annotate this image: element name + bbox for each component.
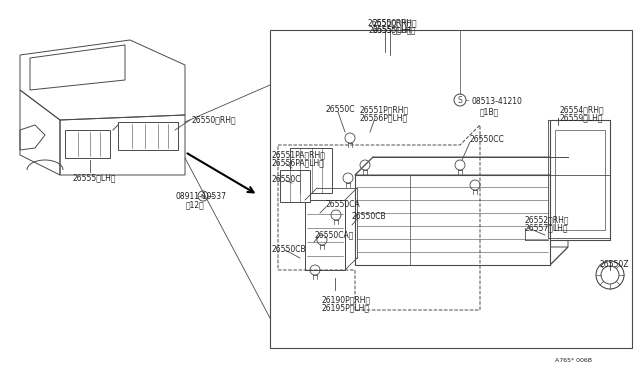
Text: （1B）: （1B） (480, 107, 499, 116)
Text: 26550CB: 26550CB (272, 245, 307, 254)
Text: A765* 006B: A765* 006B (555, 358, 592, 363)
Text: 26550C: 26550C (272, 175, 301, 184)
FancyBboxPatch shape (118, 122, 178, 150)
Text: 26559〈LH〉: 26559〈LH〉 (560, 113, 604, 122)
Text: N: N (201, 193, 205, 199)
Text: 26551P〈RH〉: 26551P〈RH〉 (360, 105, 409, 114)
Bar (550, 120, 610, 240)
Text: 26555〈LH〉: 26555〈LH〉 (368, 25, 412, 34)
Text: 26550C: 26550C (326, 105, 355, 114)
Text: 26554〈RH〉: 26554〈RH〉 (560, 105, 605, 114)
Text: 26551PA〈RH〉: 26551PA〈RH〉 (272, 150, 326, 159)
Text: （12）: （12） (186, 200, 205, 209)
Bar (355, 175, 550, 265)
Text: 26550〈RH〉: 26550〈RH〉 (192, 115, 237, 124)
Bar (305, 200, 345, 270)
Text: 26550CA～: 26550CA～ (315, 230, 355, 239)
Text: 26552〈RH〉: 26552〈RH〉 (525, 215, 570, 224)
Text: 26550Z: 26550Z (600, 260, 630, 269)
FancyBboxPatch shape (280, 170, 310, 202)
Text: 26555〈LH〉: 26555〈LH〉 (373, 25, 417, 34)
Text: 26556P〈LH〉: 26556P〈LH〉 (360, 113, 408, 122)
Text: 26195P〈LH〉: 26195P〈LH〉 (322, 303, 370, 312)
Text: 26550〈RH〉: 26550〈RH〉 (373, 18, 418, 27)
Text: 26550〈RH〉: 26550〈RH〉 (368, 18, 412, 27)
Text: S: S (458, 96, 462, 105)
Text: 26557〈LH〉: 26557〈LH〉 (525, 223, 568, 232)
Text: 08911-10537: 08911-10537 (175, 192, 226, 201)
FancyBboxPatch shape (65, 130, 110, 158)
Text: 26190P〈RH〉: 26190P〈RH〉 (322, 295, 371, 304)
Text: 08513-41210: 08513-41210 (472, 97, 523, 106)
Text: 26550CC: 26550CC (470, 135, 505, 144)
Text: 26550CB: 26550CB (352, 212, 387, 221)
Text: 26550CA: 26550CA (326, 200, 361, 209)
FancyBboxPatch shape (290, 148, 332, 193)
Bar (555, 130, 605, 230)
Bar (270, 30, 632, 348)
Text: 26555〈LH〉: 26555〈LH〉 (72, 173, 115, 182)
Text: 26556PA〈LH〉: 26556PA〈LH〉 (272, 158, 325, 167)
